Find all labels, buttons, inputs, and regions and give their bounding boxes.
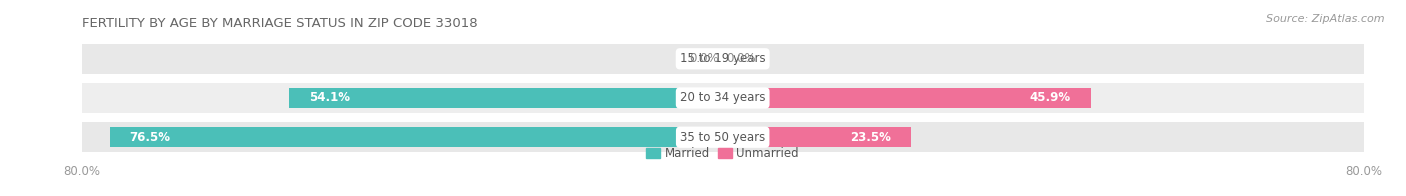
Bar bbox=[82, 122, 723, 152]
Bar bbox=[290, 88, 723, 108]
Text: Source: ZipAtlas.com: Source: ZipAtlas.com bbox=[1267, 14, 1385, 24]
Bar bbox=[723, 88, 1091, 108]
Text: 15 to 19 years: 15 to 19 years bbox=[681, 52, 765, 65]
Text: 0.0%: 0.0% bbox=[727, 52, 756, 65]
Bar bbox=[723, 122, 1364, 152]
Bar bbox=[82, 83, 723, 113]
Bar bbox=[723, 44, 1364, 74]
Text: 35 to 50 years: 35 to 50 years bbox=[681, 131, 765, 144]
Bar bbox=[723, 127, 911, 147]
Legend: Married, Unmarried: Married, Unmarried bbox=[641, 142, 804, 165]
Text: 45.9%: 45.9% bbox=[1029, 92, 1070, 104]
Text: 76.5%: 76.5% bbox=[129, 131, 170, 144]
Text: 23.5%: 23.5% bbox=[851, 131, 891, 144]
Text: FERTILITY BY AGE BY MARRIAGE STATUS IN ZIP CODE 33018: FERTILITY BY AGE BY MARRIAGE STATUS IN Z… bbox=[82, 17, 477, 30]
Text: 54.1%: 54.1% bbox=[309, 92, 350, 104]
Text: 0.0%: 0.0% bbox=[689, 52, 718, 65]
Bar bbox=[82, 44, 723, 74]
Text: 20 to 34 years: 20 to 34 years bbox=[681, 92, 765, 104]
Bar bbox=[723, 83, 1364, 113]
Bar bbox=[110, 127, 723, 147]
